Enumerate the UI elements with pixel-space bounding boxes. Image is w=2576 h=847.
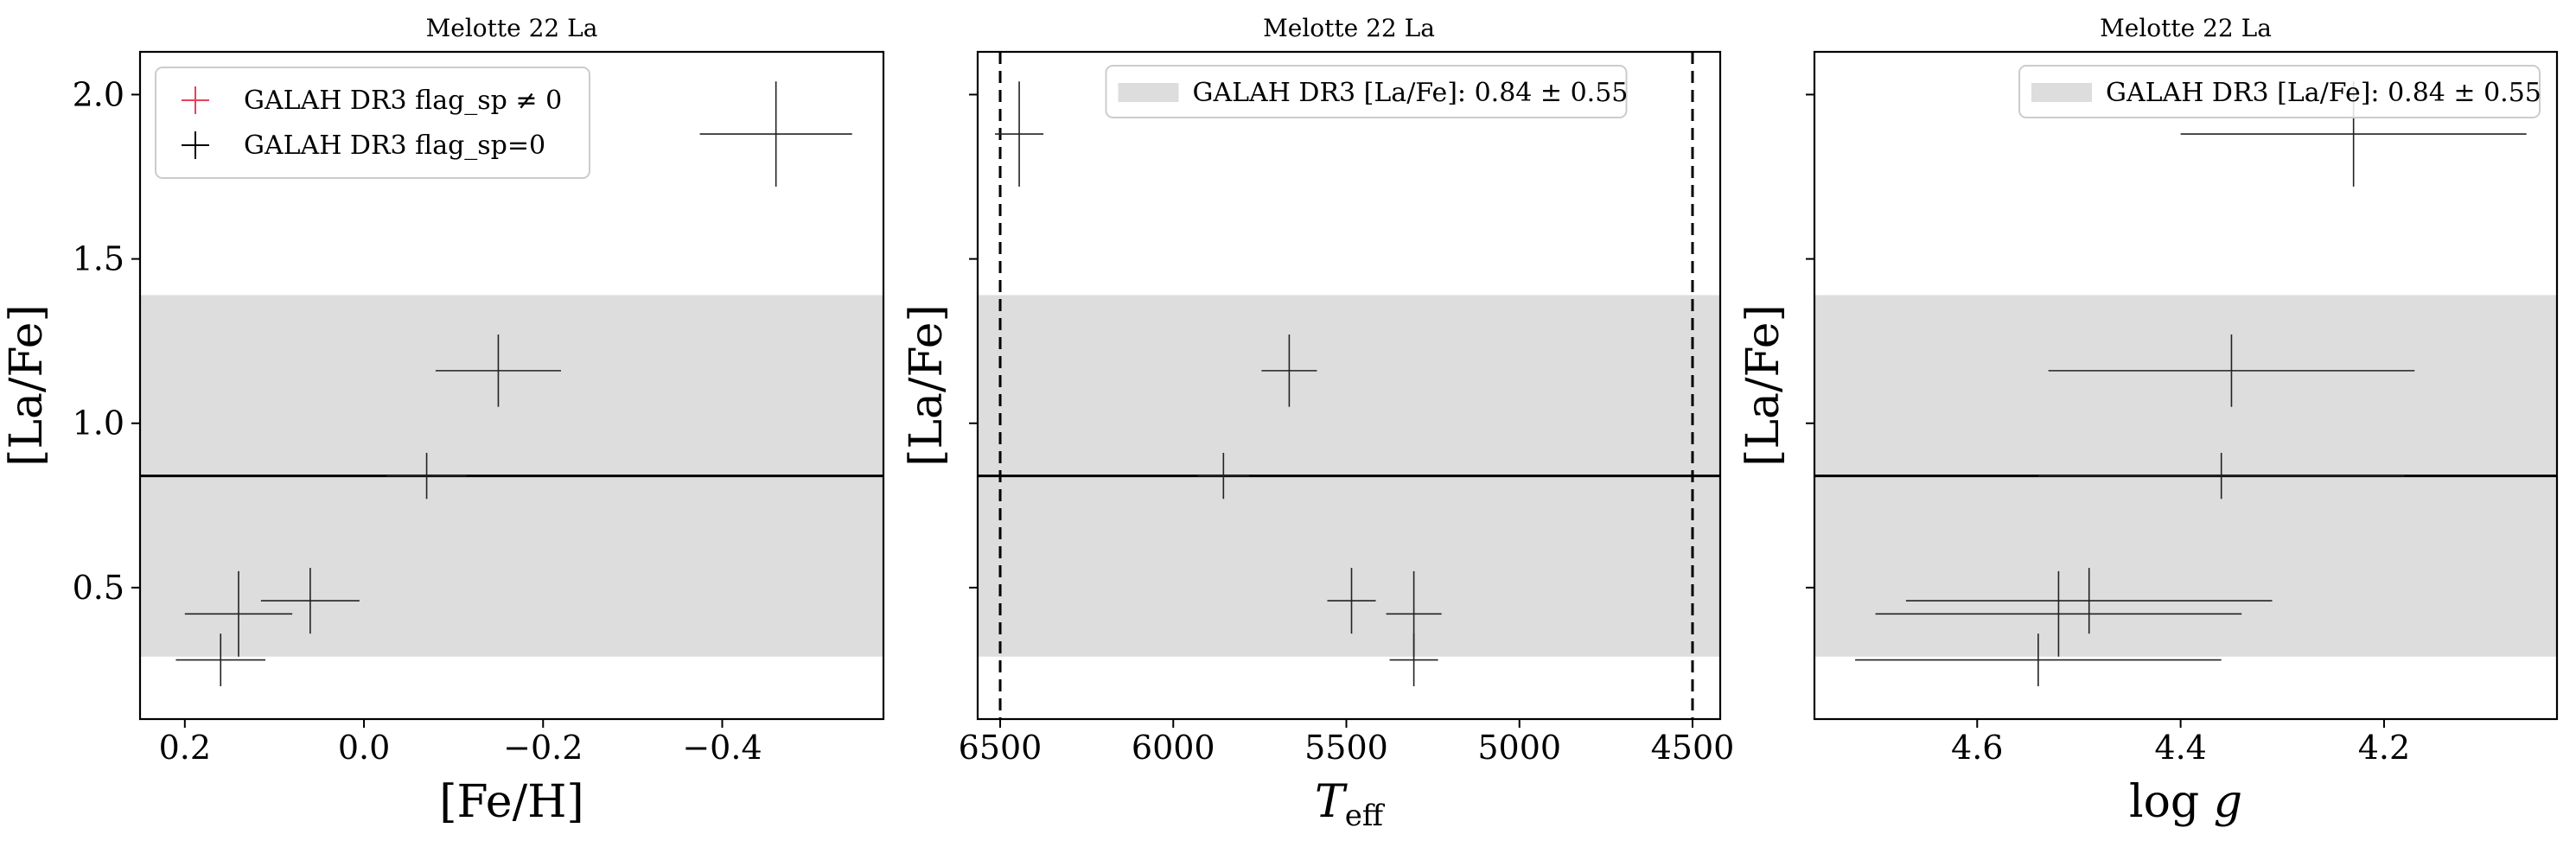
panel-2: 6500 6000 5500 5000 4500 Melotte 22 La Teff [La… bbox=[901, 14, 1734, 833]
panel-title: Melotte 22 La bbox=[1263, 14, 1435, 42]
axes-frame bbox=[1813, 50, 2559, 721]
legend-label: GALAH DR3 flag_sp=0 bbox=[244, 131, 545, 161]
panel-1: 0.2 0.0 −0.2 −0.4 0.5 1.0 1.5 2.0 Melotte 22 La [… bbox=[1, 14, 885, 828]
data-point bbox=[1197, 452, 1250, 500]
data-point bbox=[995, 81, 1044, 187]
x-tick-label: 6500 bbox=[959, 729, 1043, 767]
data-point bbox=[1389, 634, 1438, 686]
x-tick-label: 5000 bbox=[1477, 729, 1561, 767]
panel-title: Melotte 22 La bbox=[2100, 14, 2272, 42]
legend-marker bbox=[1118, 83, 1179, 102]
x-tick-label: 5500 bbox=[1304, 729, 1388, 767]
data-point bbox=[1855, 634, 2222, 686]
legend-box bbox=[2018, 65, 2541, 118]
x-tick-label: 6000 bbox=[1132, 729, 1215, 767]
legend: GALAH DR3 [La/Fe]: 0.84 ± 0.55 bbox=[2018, 65, 2541, 118]
panel-title: Melotte 22 La bbox=[426, 14, 598, 42]
data-point bbox=[260, 568, 360, 634]
x-tick-label: 4.2 bbox=[2358, 729, 2410, 767]
y-tick-label: 1.0 bbox=[73, 404, 124, 443]
legend-box bbox=[1105, 65, 1628, 118]
legend: GALAH DR3 [La/Fe]: 0.84 ± 0.55 bbox=[1105, 65, 1629, 118]
y-axis-label: [La/Fe] bbox=[1, 304, 53, 467]
y-tick-label: 2.0 bbox=[73, 75, 124, 113]
legend: GALAH DR3 flag_sp ≠ 0 GALAH DR3 flag_sp=0 bbox=[155, 67, 590, 179]
data-point bbox=[2048, 334, 2415, 407]
x-tick-label: 4.6 bbox=[1951, 729, 2003, 767]
legend-box bbox=[155, 67, 590, 179]
panel-3: 4.6 4.4 4.2 Melotte 22 La log g [La/Fe] GALAH … bbox=[1738, 14, 2559, 828]
data-point bbox=[435, 334, 561, 407]
y-tick-label: 0.5 bbox=[73, 569, 124, 607]
data-point bbox=[1875, 570, 2242, 657]
legend-label: GALAH DR3 [La/Fe]: 0.84 ± 0.55 bbox=[2106, 78, 2541, 108]
data-point bbox=[184, 570, 293, 657]
x-axis-label: log g bbox=[2129, 776, 2242, 828]
data-point bbox=[2037, 452, 2405, 500]
x-axis-label: [Fe/H] bbox=[439, 776, 583, 828]
x-tick-label: 0.0 bbox=[338, 729, 390, 767]
legend-label: GALAH DR3 flag_sp ≠ 0 bbox=[244, 86, 562, 116]
x-tick-label: 4.4 bbox=[2154, 729, 2206, 767]
y-tick-label: 1.5 bbox=[73, 240, 124, 278]
x-tick-label: −0.4 bbox=[682, 729, 762, 767]
axes-frame bbox=[138, 50, 885, 721]
x-axis-label: Teff bbox=[1315, 776, 1386, 833]
data-point bbox=[1327, 568, 1376, 634]
x-tick-label: −0.2 bbox=[503, 729, 583, 767]
axes-frame bbox=[976, 50, 1722, 721]
y-axis-label: [La/Fe] bbox=[901, 304, 953, 467]
data-point bbox=[699, 81, 852, 187]
legend-label: GALAH DR3 [La/Fe]: 0.84 ± 0.55 bbox=[1193, 78, 1629, 108]
data-point bbox=[386, 452, 468, 500]
x-tick-label: 4500 bbox=[1651, 729, 1735, 767]
x-tick-label: 0.2 bbox=[159, 729, 211, 767]
legend-marker bbox=[2031, 83, 2092, 102]
data-point bbox=[1261, 334, 1317, 407]
data-point bbox=[175, 634, 266, 686]
data-point bbox=[1905, 568, 2273, 634]
y-axis-label: [La/Fe] bbox=[1738, 304, 1789, 467]
